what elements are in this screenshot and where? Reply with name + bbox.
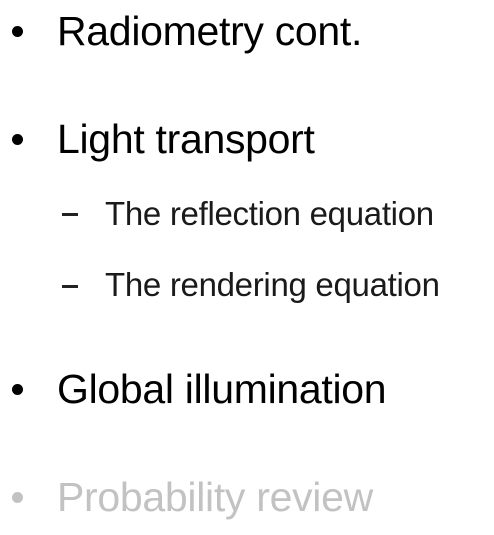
outline-item-label: Light transport [57,116,315,162]
dash-icon [62,213,78,216]
outline-item-label: Radiometry cont. [57,8,363,54]
bullet-icon [12,492,23,503]
outline-item-label: Probability review [57,474,373,520]
dash-icon [62,285,78,288]
bullet-icon [12,26,23,37]
outline-subitem-label: The rendering equation [105,266,440,303]
outline-item-label: Global illumination [57,366,387,412]
bullet-icon [12,384,23,395]
bullet-icon [12,134,23,145]
outline-subitem-label: The reflection equation [105,195,434,232]
